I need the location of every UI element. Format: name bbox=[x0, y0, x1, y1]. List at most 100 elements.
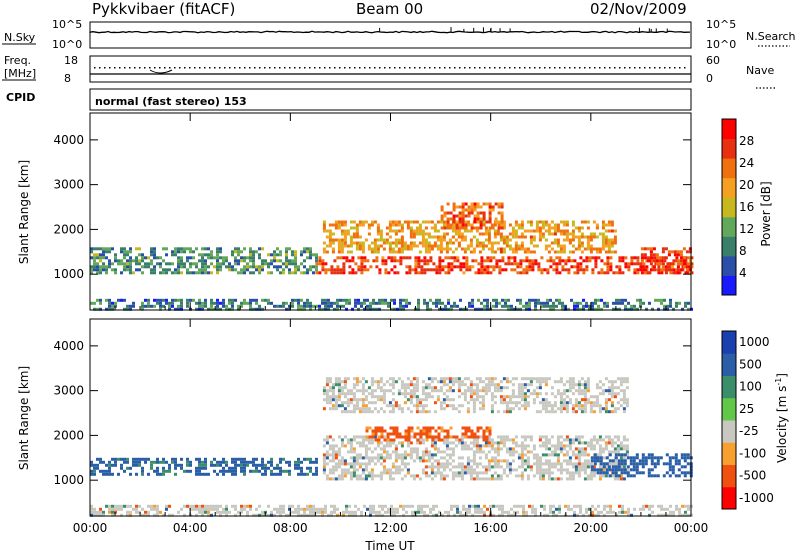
heatmap-cell bbox=[433, 229, 437, 233]
heatmap-cell bbox=[303, 259, 306, 263]
heatmap-cell bbox=[337, 453, 341, 457]
heatmap-cell bbox=[497, 220, 501, 224]
heatmap-cell bbox=[544, 462, 548, 466]
heatmap-cell bbox=[603, 504, 606, 508]
heatmap-cell bbox=[565, 389, 569, 393]
heatmap-cell bbox=[252, 463, 255, 467]
heatmap-cell bbox=[687, 301, 690, 305]
heatmap-cell bbox=[108, 301, 111, 305]
heatmap-cell bbox=[412, 450, 416, 454]
heatmap-cell bbox=[442, 465, 446, 469]
heatmap-cell bbox=[303, 265, 306, 269]
heatmap-cell bbox=[111, 307, 114, 311]
heatmap-cell bbox=[461, 214, 465, 218]
heatmap-cell bbox=[601, 392, 605, 396]
heatmap-cell bbox=[438, 301, 441, 305]
heatmap-cell bbox=[443, 226, 447, 230]
heatmap-cell bbox=[433, 377, 437, 381]
heatmap-cell bbox=[111, 304, 114, 308]
heatmap-cell bbox=[574, 398, 578, 402]
heatmap-cell bbox=[495, 504, 498, 508]
heatmap-cell bbox=[351, 268, 355, 272]
heatmap-cell bbox=[309, 250, 312, 254]
heatmap-cell bbox=[366, 507, 369, 511]
heatmap-cell bbox=[340, 250, 344, 254]
heatmap-cell bbox=[478, 477, 482, 481]
heatmap-cell bbox=[568, 386, 572, 390]
heatmap-cell bbox=[204, 301, 207, 305]
heatmap-cell bbox=[403, 450, 407, 454]
heatmap-cell bbox=[415, 380, 419, 384]
heatmap-cell bbox=[624, 298, 627, 302]
heatmap-cell bbox=[413, 435, 417, 439]
heatmap-cell bbox=[682, 262, 686, 266]
heatmap-cell bbox=[541, 441, 545, 445]
heatmap-cell bbox=[147, 298, 150, 302]
heatmap-cell bbox=[457, 244, 461, 248]
heatmap-cell bbox=[186, 256, 189, 260]
heatmap-cell bbox=[379, 235, 383, 239]
heatmap-cell bbox=[309, 265, 312, 269]
heatmap-cell bbox=[355, 380, 359, 384]
heatmap-cell bbox=[623, 471, 627, 475]
heatmap-cell bbox=[379, 389, 383, 393]
heatmap-cell bbox=[598, 404, 602, 408]
heatmap-cell bbox=[549, 510, 552, 514]
heatmap-cell bbox=[129, 265, 132, 269]
heatmap-cell bbox=[448, 238, 452, 242]
heatmap-cell bbox=[180, 247, 183, 251]
heatmap-cell bbox=[216, 250, 219, 254]
heatmap-cell bbox=[608, 468, 612, 472]
heatmap-cell bbox=[102, 268, 105, 272]
heatmap-cell bbox=[349, 392, 353, 396]
heatmap-cell bbox=[388, 471, 392, 475]
heatmap-cell bbox=[352, 435, 356, 439]
heatmap-cell bbox=[222, 466, 225, 470]
heatmap-cell bbox=[400, 380, 404, 384]
heatmap-cell bbox=[666, 307, 669, 311]
heatmap-cell bbox=[583, 380, 587, 384]
heatmap-cell bbox=[592, 438, 596, 442]
heatmap-cell bbox=[597, 298, 600, 302]
heatmap-cell bbox=[267, 513, 270, 517]
heatmap-cell bbox=[565, 438, 569, 442]
heatmap-cell bbox=[385, 471, 389, 475]
heatmap-cell bbox=[520, 444, 524, 448]
heatmap-cell bbox=[604, 404, 608, 408]
heatmap-cell bbox=[562, 229, 566, 233]
heatmap-cell bbox=[559, 380, 563, 384]
heatmap-cell bbox=[528, 504, 531, 508]
heatmap-cell bbox=[686, 453, 690, 457]
heatmap-cell bbox=[580, 244, 584, 248]
heatmap-cell bbox=[559, 250, 563, 254]
heatmap-cell bbox=[349, 241, 353, 245]
heatmap-cell bbox=[388, 244, 392, 248]
heatmap-cell bbox=[303, 307, 306, 311]
heatmap-cell bbox=[617, 462, 621, 466]
heatmap-cell bbox=[493, 456, 497, 460]
heatmap-cell bbox=[379, 377, 383, 381]
heatmap-cell bbox=[427, 247, 431, 251]
heatmap-cell bbox=[276, 463, 279, 467]
heatmap-cell bbox=[327, 513, 330, 517]
heatmap-cell bbox=[568, 444, 572, 448]
heatmap-cell bbox=[427, 232, 431, 236]
heatmap-cell bbox=[546, 513, 549, 517]
heatmap-cell bbox=[288, 463, 291, 467]
heatmap-cell bbox=[477, 262, 481, 266]
heatmap-cell bbox=[483, 513, 486, 517]
heatmap-cell bbox=[156, 513, 159, 517]
heatmap-cell bbox=[354, 513, 357, 517]
heatmap-cell bbox=[538, 474, 542, 478]
heatmap-cell bbox=[312, 472, 315, 476]
heatmap-cell bbox=[382, 456, 386, 460]
heatmap-cell bbox=[424, 447, 428, 451]
heatmap-cell bbox=[625, 447, 629, 451]
heatmap-cell bbox=[352, 410, 356, 414]
heatmap-cell bbox=[352, 386, 356, 390]
heatmap-cell bbox=[225, 256, 228, 260]
heatmap-cell bbox=[607, 247, 611, 251]
heatmap-cell bbox=[114, 504, 117, 508]
heatmap-cell bbox=[399, 307, 402, 311]
heatmap-cell bbox=[297, 513, 300, 517]
